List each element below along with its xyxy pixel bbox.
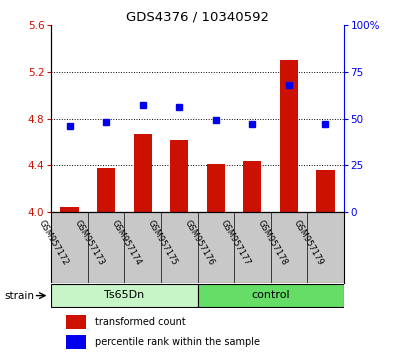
- Text: Ts65Dn: Ts65Dn: [104, 290, 145, 300]
- Bar: [316, 170, 335, 212]
- Bar: [170, 140, 188, 212]
- Text: GSM957175: GSM957175: [146, 218, 179, 267]
- Text: control: control: [251, 290, 290, 300]
- Bar: [66, 315, 87, 329]
- Text: GSM957177: GSM957177: [219, 218, 252, 267]
- FancyBboxPatch shape: [51, 285, 198, 307]
- Text: percentile rank within the sample: percentile rank within the sample: [95, 337, 260, 347]
- Text: GSM957176: GSM957176: [182, 218, 216, 267]
- Bar: [134, 134, 152, 212]
- Text: strain: strain: [4, 291, 34, 301]
- Bar: [243, 161, 261, 212]
- Text: GSM957174: GSM957174: [109, 218, 143, 267]
- Bar: [97, 168, 115, 212]
- Bar: [60, 206, 79, 212]
- Text: GSM957178: GSM957178: [256, 218, 289, 267]
- Text: transformed count: transformed count: [95, 318, 186, 327]
- Bar: [66, 335, 87, 348]
- Bar: [280, 60, 298, 212]
- Text: GSM957172: GSM957172: [36, 218, 70, 267]
- Title: GDS4376 / 10340592: GDS4376 / 10340592: [126, 11, 269, 24]
- Text: GSM957173: GSM957173: [73, 218, 106, 267]
- FancyBboxPatch shape: [198, 285, 344, 307]
- Bar: [207, 164, 225, 212]
- Text: GSM957179: GSM957179: [292, 218, 325, 267]
